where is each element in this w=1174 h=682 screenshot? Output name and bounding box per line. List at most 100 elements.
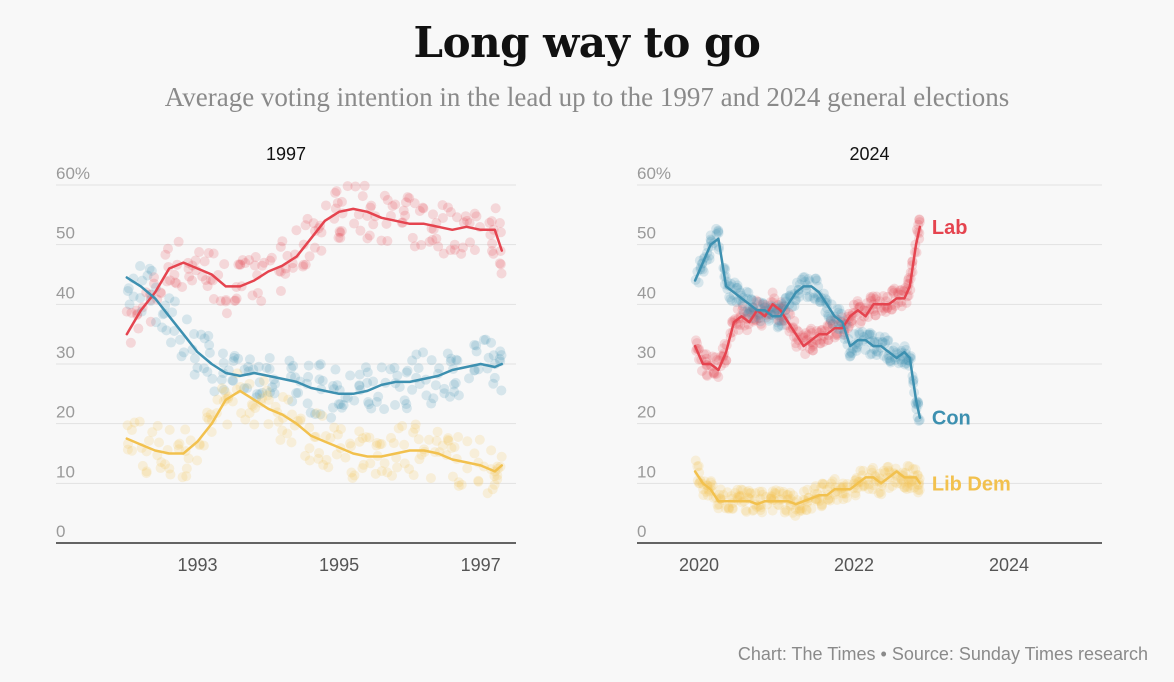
poll-dot-lab <box>797 330 808 341</box>
y-tick-label: 0 <box>56 522 65 541</box>
poll-dot-libdem <box>456 479 467 490</box>
poll-dot-con <box>317 375 328 386</box>
poll-dot-libdem <box>766 491 777 502</box>
poll-dot-libdem <box>370 468 381 479</box>
poll-dot-lab <box>240 258 251 269</box>
trend-line-lab <box>693 225 922 372</box>
poll-dot-con <box>362 367 373 378</box>
poll-dot-lab <box>407 232 418 243</box>
poll-dot-libdem <box>262 390 273 401</box>
poll-dot-libdem <box>174 438 185 449</box>
poll-dot-libdem <box>329 422 340 433</box>
poll-dot-con <box>204 340 215 351</box>
poll-dot-libdem <box>796 503 807 514</box>
poll-dot-libdem <box>387 470 398 481</box>
poll-dot-con <box>354 369 365 380</box>
poll-dot-lab <box>486 216 497 227</box>
poll-dot-libdem <box>371 440 382 451</box>
poll-dot-libdem <box>899 482 910 493</box>
poll-dot-libdem <box>492 470 503 481</box>
poll-dot-con <box>199 333 210 344</box>
poll-dot-libdem <box>410 423 421 434</box>
poll-dot-libdem <box>884 483 895 494</box>
poll-dot-libdem <box>453 477 464 488</box>
poll-dot-libdem <box>780 504 791 515</box>
poll-dot-libdem <box>741 487 752 498</box>
poll-dot-libdem <box>413 434 424 445</box>
poll-dot-con <box>744 307 755 318</box>
poll-dot-con <box>820 307 831 318</box>
poll-dot-con <box>890 342 901 353</box>
poll-dot-libdem <box>408 470 419 481</box>
poll-dot-lab <box>400 210 411 221</box>
poll-dot-lab <box>366 200 377 211</box>
poll-dot-lab <box>457 242 468 253</box>
poll-dot-con <box>469 339 480 350</box>
poll-dot-con <box>146 265 157 276</box>
poll-dot-lab <box>870 310 881 321</box>
poll-dot-libdem <box>766 491 777 502</box>
poll-dot-libdem <box>713 503 724 514</box>
poll-dot-con <box>776 316 787 327</box>
poll-dot-lab <box>156 288 167 299</box>
poll-dot-con <box>379 404 390 415</box>
poll-dot-con <box>896 357 907 368</box>
poll-dot-con <box>844 348 855 359</box>
poll-dot-lab <box>275 241 286 252</box>
poll-dot-con <box>264 352 275 363</box>
poll-dot-lab <box>914 217 925 228</box>
poll-dot-con <box>189 369 200 380</box>
poll-dot-libdem <box>202 407 213 418</box>
poll-dot-libdem <box>756 486 767 497</box>
poll-dot-con <box>705 236 716 247</box>
poll-dot-con <box>449 386 460 397</box>
poll-dot-libdem <box>723 502 734 513</box>
poll-dot-libdem <box>181 471 192 482</box>
poll-dot-lab <box>823 321 834 332</box>
y-tick-label: 50 <box>56 224 75 243</box>
panel-1997: 1997 0 10 20 30 40 50 60% 1993 1995 1997 <box>56 144 516 575</box>
poll-dot-lab <box>417 202 428 213</box>
poll-dot-libdem <box>781 505 792 516</box>
poll-dot-libdem <box>314 447 325 458</box>
poll-dot-libdem <box>222 419 233 430</box>
poll-dot-lab <box>823 335 834 346</box>
poll-dot-libdem <box>127 445 138 456</box>
poll-dot-con <box>303 371 314 382</box>
poll-dot-con <box>877 337 888 348</box>
poll-dot-lab <box>233 259 244 270</box>
poll-dot-con <box>269 388 280 399</box>
poll-dot-con <box>867 329 878 340</box>
poll-dot-lab <box>252 287 263 298</box>
poll-dot-libdem <box>469 448 480 459</box>
poll-dot-libdem <box>246 399 257 410</box>
poll-dot-libdem <box>745 488 756 499</box>
poll-dot-libdem <box>837 488 848 499</box>
poll-dot-con <box>827 318 838 329</box>
poll-dot-con <box>371 396 382 407</box>
poll-dot-con <box>813 289 824 300</box>
poll-dot-libdem <box>261 385 272 396</box>
poll-dot-libdem <box>410 419 421 430</box>
poll-dot-libdem <box>838 494 849 505</box>
poll-dot-lab <box>712 354 723 365</box>
poll-dot-con <box>252 389 263 400</box>
poll-dot-libdem <box>873 488 884 499</box>
poll-dot-lab <box>169 269 180 280</box>
poll-dot-lab <box>871 291 882 302</box>
poll-dot-lab <box>469 208 480 219</box>
poll-dot-libdem <box>801 505 812 516</box>
poll-dot-con <box>434 363 445 374</box>
poll-dot-con <box>885 355 896 366</box>
poll-dot-con <box>330 364 341 375</box>
poll-dot-libdem <box>801 504 812 515</box>
poll-dot-lab <box>416 240 427 251</box>
x-tick-label: 1995 <box>319 555 359 575</box>
poll-dot-con <box>314 374 325 385</box>
poll-dot-libdem <box>177 472 188 483</box>
poll-dot-libdem <box>206 426 217 437</box>
poll-dot-lab <box>861 298 872 309</box>
poll-dot-lab <box>901 297 912 308</box>
poll-dot-con <box>288 360 299 371</box>
poll-dot-libdem <box>404 463 415 474</box>
